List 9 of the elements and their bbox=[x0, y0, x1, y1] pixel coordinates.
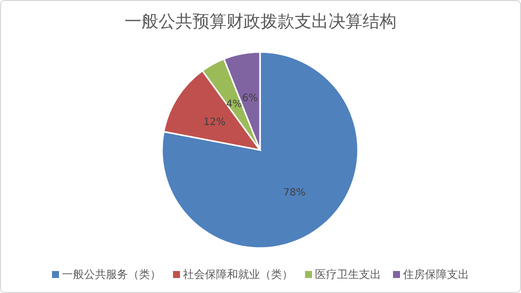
legend-label: 医疗卫生支出 bbox=[315, 268, 381, 281]
legend-label: 社会保障和就业（类） bbox=[183, 268, 293, 281]
pie-slice bbox=[161, 51, 359, 249]
legend-label: 一般公共服务（类） bbox=[62, 268, 161, 281]
data-label: 78% bbox=[283, 188, 306, 199]
data-label: 6% bbox=[242, 93, 258, 104]
chart-title: 一般公共预算财政拨款支出决算结构 bbox=[124, 12, 396, 32]
data-label: 12% bbox=[203, 117, 226, 128]
legend-label: 住房保障支出 bbox=[403, 268, 469, 281]
